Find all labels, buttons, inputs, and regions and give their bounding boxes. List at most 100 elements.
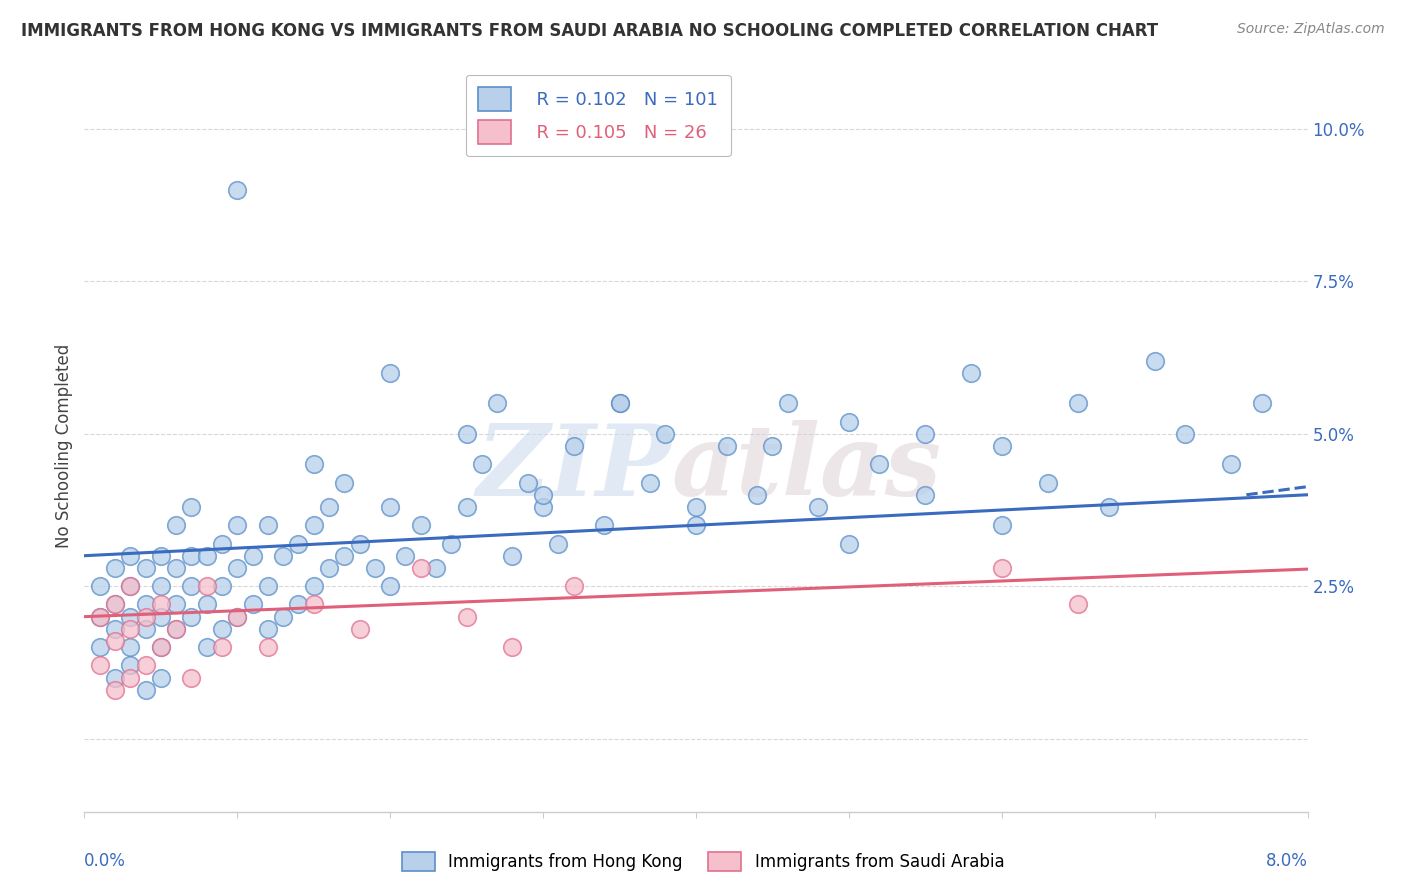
Point	[456, 609, 478, 624]
Point	[149, 640, 172, 655]
Point	[716, 439, 738, 453]
Point	[654, 426, 676, 441]
Point	[991, 439, 1014, 453]
Point	[135, 609, 157, 624]
Point	[1067, 598, 1090, 612]
Point	[380, 366, 402, 380]
Point	[609, 396, 631, 410]
Point	[104, 598, 127, 612]
Point	[531, 488, 554, 502]
Point	[914, 426, 936, 441]
Point	[211, 536, 233, 550]
Point	[807, 500, 830, 514]
Point	[89, 658, 111, 673]
Legend: Immigrants from Hong Kong, Immigrants from Saudi Arabia: Immigrants from Hong Kong, Immigrants fr…	[394, 843, 1012, 880]
Point	[120, 622, 142, 636]
Point	[456, 500, 478, 514]
Point	[149, 671, 172, 685]
Point	[104, 634, 127, 648]
Point	[120, 609, 142, 624]
Point	[120, 579, 142, 593]
Point	[135, 682, 157, 697]
Point	[180, 579, 202, 593]
Point	[226, 183, 249, 197]
Legend:   R = 0.102   N = 101,   R = 0.105   N = 26: R = 0.102 N = 101, R = 0.105 N = 26	[465, 75, 731, 156]
Point	[502, 549, 524, 563]
Point	[104, 622, 127, 636]
Point	[120, 671, 142, 685]
Point	[149, 609, 172, 624]
Point	[257, 622, 280, 636]
Point	[89, 609, 111, 624]
Point	[302, 518, 325, 533]
Text: atlas: atlas	[672, 420, 942, 516]
Point	[302, 598, 325, 612]
Point	[516, 475, 538, 490]
Point	[257, 579, 280, 593]
Point	[195, 640, 218, 655]
Point	[333, 549, 356, 563]
Point	[104, 671, 127, 685]
Point	[1067, 396, 1090, 410]
Point	[440, 536, 463, 550]
Point	[394, 549, 416, 563]
Point	[120, 640, 142, 655]
Point	[271, 609, 294, 624]
Point	[593, 518, 616, 533]
Point	[838, 536, 860, 550]
Point	[257, 640, 280, 655]
Point	[1098, 500, 1121, 514]
Point	[149, 549, 172, 563]
Point	[257, 518, 280, 533]
Point	[409, 561, 432, 575]
Point	[211, 579, 233, 593]
Point	[165, 561, 187, 575]
Point	[502, 640, 524, 655]
Point	[226, 518, 249, 533]
Point	[226, 561, 249, 575]
Point	[486, 396, 509, 410]
Text: ZIP: ZIP	[477, 420, 672, 516]
Text: Source: ZipAtlas.com: Source: ZipAtlas.com	[1237, 22, 1385, 37]
Point	[349, 536, 371, 550]
Point	[242, 549, 264, 563]
Point	[562, 439, 585, 453]
Point	[287, 536, 309, 550]
Point	[135, 658, 157, 673]
Point	[747, 488, 769, 502]
Point	[195, 549, 218, 563]
Point	[471, 457, 494, 471]
Point	[1174, 426, 1197, 441]
Point	[302, 579, 325, 593]
Point	[547, 536, 569, 550]
Point	[1036, 475, 1059, 490]
Point	[271, 549, 294, 563]
Point	[135, 561, 157, 575]
Point	[135, 598, 157, 612]
Point	[89, 579, 111, 593]
Point	[761, 439, 783, 453]
Text: 8.0%: 8.0%	[1265, 852, 1308, 870]
Point	[120, 579, 142, 593]
Point	[180, 500, 202, 514]
Point	[638, 475, 661, 490]
Point	[409, 518, 432, 533]
Point	[165, 598, 187, 612]
Point	[180, 671, 202, 685]
Text: 0.0%: 0.0%	[84, 852, 127, 870]
Point	[318, 561, 340, 575]
Point	[149, 598, 172, 612]
Point	[991, 561, 1014, 575]
Point	[914, 488, 936, 502]
Point	[333, 475, 356, 490]
Y-axis label: No Schooling Completed: No Schooling Completed	[55, 344, 73, 548]
Point	[195, 598, 218, 612]
Point	[302, 457, 325, 471]
Point	[318, 500, 340, 514]
Point	[960, 366, 983, 380]
Point	[1220, 457, 1243, 471]
Point	[104, 561, 127, 575]
Text: IMMIGRANTS FROM HONG KONG VS IMMIGRANTS FROM SAUDI ARABIA NO SCHOOLING COMPLETED: IMMIGRANTS FROM HONG KONG VS IMMIGRANTS …	[21, 22, 1159, 40]
Point	[776, 396, 799, 410]
Point	[149, 640, 172, 655]
